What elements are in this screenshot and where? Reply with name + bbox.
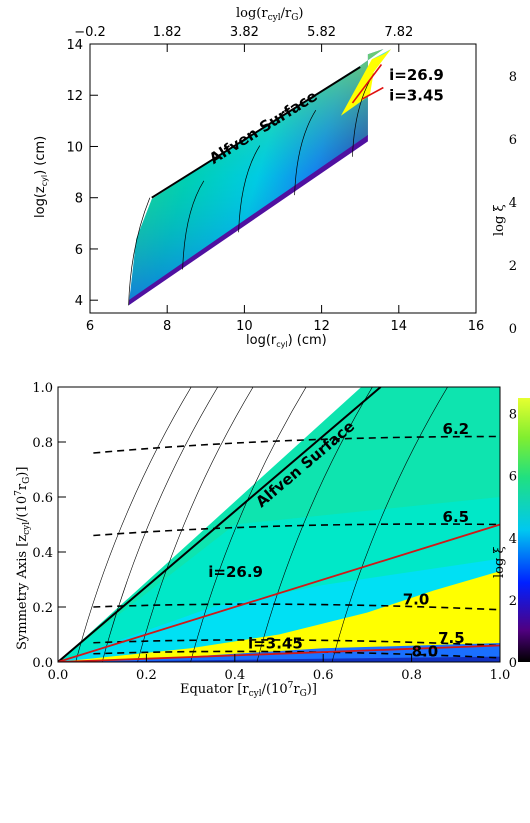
bottom-red-line-0: [58, 523, 500, 662]
top-alfven-line: [151, 66, 361, 199]
bottom-contour-label-4: 8.0: [412, 643, 439, 661]
bottom-contour-label-1: 6.5: [443, 508, 470, 526]
top-ytick-label-3: 10: [66, 140, 83, 155]
bottom-colorbar-label: log ξ: [492, 546, 507, 578]
bottom-region-blue: [58, 643, 500, 662]
bottom-xtick-label-4: 0.8: [401, 668, 422, 683]
top-colorbar-tick-2: 4: [509, 196, 517, 211]
top-colorbar-tick-0: 0: [509, 322, 517, 337]
bottom-ytick-label-1: 0.2: [32, 601, 53, 616]
bottom-ytick-label-0: 0.0: [32, 656, 53, 671]
top-field-line-2: [238, 145, 261, 233]
top-xtick-label-4: 14: [391, 319, 408, 334]
bottom-colorbar-tick-3: 6: [509, 470, 517, 485]
bottom-plot-frame: [57, 386, 501, 663]
bottom-xtick-label-1: 0.2: [136, 668, 157, 683]
top-colorbar-tick-3: 6: [509, 133, 517, 148]
top-xtick-label-2: 10: [236, 319, 253, 334]
bottom-colorbar-tick-4: 8: [509, 408, 517, 423]
bottom-field-line-2: [137, 387, 254, 662]
top-plot-ylabel: log(zcyl) (cm): [33, 136, 49, 218]
top-annotation-1: i=26.9: [389, 66, 444, 84]
top-xtick-label-0: 6: [86, 319, 94, 334]
top-ytick-label-4: 12: [66, 89, 83, 104]
bottom-field-line-0: [75, 387, 192, 662]
top-ytick-label-5: 14: [66, 38, 83, 53]
top-plot-xlabel: log(rcyl) (cm): [246, 333, 327, 349]
bottom-region-yellow: [58, 571, 500, 662]
bottom-region-green-tint: [58, 387, 500, 662]
bottom-contour-label-3: 7.5: [438, 629, 465, 647]
bottom-xtick-label-2: 0.4: [224, 668, 245, 683]
top-ytick-label-0: 4: [75, 294, 83, 309]
bottom-xtick-label-3: 0.6: [313, 668, 334, 683]
bottom-contour-3: [93, 639, 500, 647]
bottom-field-line-5: [331, 387, 448, 662]
bottom-plot: 0.0 0.2 0.4 0.6 0.8 1.00.00.20.40.60.81.0 Alf…: [14, 381, 510, 699]
bottom-contour-4: [93, 650, 500, 659]
top-colorbar-tick-4: 8: [509, 70, 517, 85]
bottom-ytick-label-5: 1.0: [32, 381, 53, 396]
bottom-contour-label-2: 7.0: [403, 590, 430, 608]
top-field-line-1: [182, 180, 205, 270]
top-plot-yellow-region: [340, 49, 392, 116]
bottom-contour-2: [93, 603, 500, 611]
bottom-alfven-line: [58, 387, 382, 662]
top-axis-tick-label-1: 1.82: [153, 25, 182, 40]
top-colorbar-tick-1: 2: [509, 259, 517, 274]
bottom-plot-ylabel: Symmetry Axis [zcyl/(107rG)]: [14, 467, 32, 650]
bottom-colorbar-tick-0: 0: [509, 656, 517, 671]
bottom-contour-0: [93, 435, 500, 454]
top-xtick-label-3: 12: [313, 319, 330, 334]
top-xtick-label-1: 8: [163, 319, 171, 334]
bottom-ytick-label-4: 0.8: [32, 436, 53, 451]
top-annotation-2: i=3.45: [389, 86, 444, 104]
bottom-field-line-1: [101, 387, 219, 662]
bottom-contour-label-0: 6.2: [443, 420, 470, 438]
bottom-field-line-4: [256, 387, 373, 662]
top-red-line-1: [361, 86, 384, 100]
bottom-annotation-1: i=26.9: [208, 563, 263, 581]
bottom-red-line-1: [58, 644, 500, 662]
bottom-colorbar-tick-1: 2: [509, 594, 517, 609]
bottom-xtick-label-0: 0.0: [48, 668, 69, 683]
top-axis-tick-label-0: −0.2: [74, 25, 106, 40]
top-plot-dark-edge: [128, 134, 368, 306]
top-red-line-0: [351, 64, 383, 104]
top-xtick-label-5: 16: [468, 319, 485, 334]
top-ytick-label-2: 8: [75, 192, 83, 207]
top-plot-band-overlay: [128, 49, 384, 306]
top-plot-cyan-tip: [371, 49, 392, 60]
top-plot-lines: [128, 64, 384, 306]
top-axis-title: log(rcyl/rG): [236, 6, 304, 23]
bottom-xtick-label-5: 1.0: [490, 668, 511, 683]
bottom-field-line-3: [190, 387, 307, 662]
top-field-line-3: [294, 110, 317, 196]
bottom-plot-ticks: 0.0 0.2 0.4 0.6 0.8 1.0 0.0 0.2 0.4 0.6 0.8 1.0: [32, 381, 510, 683]
bottom-ytick-label-2: 0.4: [32, 546, 53, 561]
top-axis-tick-label-3: 5.82: [307, 25, 336, 40]
top-plot-colormap: [128, 49, 392, 306]
top-axis-tick-label-2: 3.82: [230, 25, 259, 40]
bottom-region-darkblue: [58, 656, 500, 662]
bottom-plot-colormap: [58, 387, 500, 662]
top-ytick-label-1: 6: [75, 243, 83, 258]
bottom-contour-1: [93, 523, 500, 537]
bottom-annotation-2: i=3.45: [248, 634, 303, 652]
bottom-plot-lines: [58, 387, 500, 662]
bottom-colorbar: log ξ 0 2 4 6 8: [492, 398, 530, 671]
bottom-plot-xlabel: Equator [rcyl/(107rG)]: [180, 681, 317, 699]
bottom-colorbar-tick-2: 4: [509, 532, 517, 547]
bottom-ytick-label-3: 0.6: [32, 491, 53, 506]
top-axis-tick-label-4: 7.82: [384, 25, 413, 40]
top-field-line-0: [128, 197, 151, 306]
top-plot-frame: [89, 43, 477, 314]
top-colorbar-label: log ξ: [492, 204, 507, 236]
bottom-colorbar-ramp: [518, 398, 530, 662]
top-colorbar: log ξ 0 2 4 6 8: [492, 70, 517, 337]
